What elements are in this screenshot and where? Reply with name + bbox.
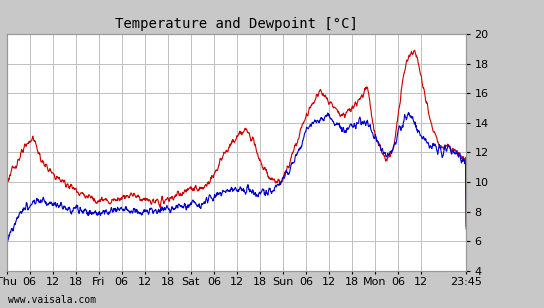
Title: Temperature and Dewpoint [°C]: Temperature and Dewpoint [°C]	[115, 17, 358, 31]
Text: www.vaisala.com: www.vaisala.com	[8, 295, 96, 305]
